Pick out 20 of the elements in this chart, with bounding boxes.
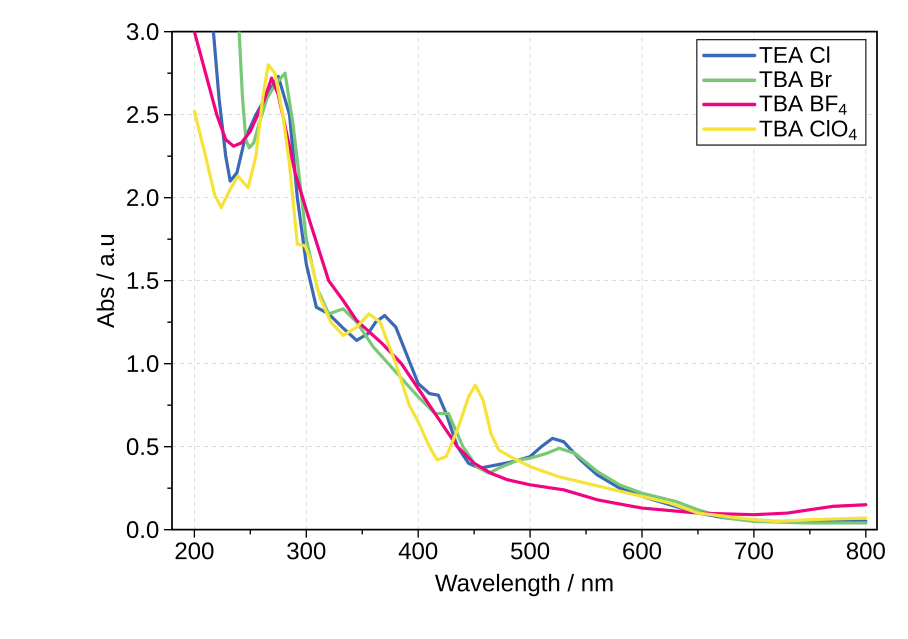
y-tick-label: 1.0 — [128, 355, 158, 372]
x-tick-label: 400 — [398, 542, 438, 560]
x-tick-label: 500 — [511, 542, 550, 560]
x-tick-label: 200 — [176, 542, 214, 560]
x-tick-label: 800 — [846, 542, 885, 560]
x-tick-label: 700 — [735, 542, 773, 560]
legend-label: TBA Br — [759, 71, 832, 88]
legend-label: TBA ClO$_{4}$ — [759, 120, 857, 140]
x-tick-label: 300 — [287, 542, 326, 560]
y-tick-label: 0.0 — [126, 521, 158, 538]
y-tick-label: 1.5 — [128, 272, 158, 290]
x-tick-label: 600 — [623, 542, 662, 560]
y-tick-label: 2.5 — [127, 106, 158, 124]
legend-label: TEA Cl — [759, 46, 830, 63]
legend-label: TBA BF$_{4}$ — [759, 96, 847, 115]
y-tick-label: 3.0 — [126, 23, 158, 40]
y-tick-label: 2.0 — [127, 189, 158, 206]
y-tick-label: 0.5 — [126, 438, 158, 456]
x-axis-title: Wavelength / nm — [435, 574, 612, 596]
y-axis-title: Abs / a.u — [96, 234, 114, 328]
